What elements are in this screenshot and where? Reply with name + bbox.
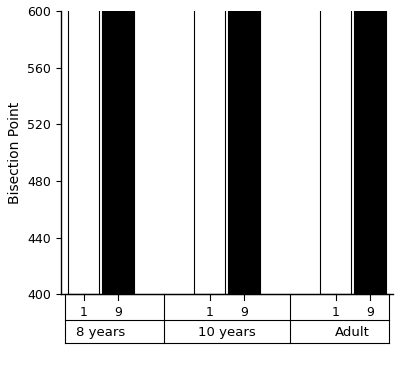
Text: 10 years: 10 years — [198, 326, 256, 339]
Text: 9: 9 — [114, 306, 122, 319]
Y-axis label: Bisection Point: Bisection Point — [8, 102, 21, 204]
Text: 8 years: 8 years — [76, 326, 126, 339]
Text: 1: 1 — [206, 306, 213, 319]
Text: 9: 9 — [366, 306, 374, 319]
Bar — [102, 0, 134, 294]
Bar — [320, 0, 351, 294]
Bar — [354, 0, 386, 294]
Bar — [194, 0, 225, 294]
Bar — [228, 0, 260, 294]
Text: Adult: Adult — [335, 326, 370, 339]
Bar — [68, 0, 99, 294]
Text: 1: 1 — [332, 306, 339, 319]
Text: 9: 9 — [240, 306, 248, 319]
Text: 1: 1 — [80, 306, 87, 319]
